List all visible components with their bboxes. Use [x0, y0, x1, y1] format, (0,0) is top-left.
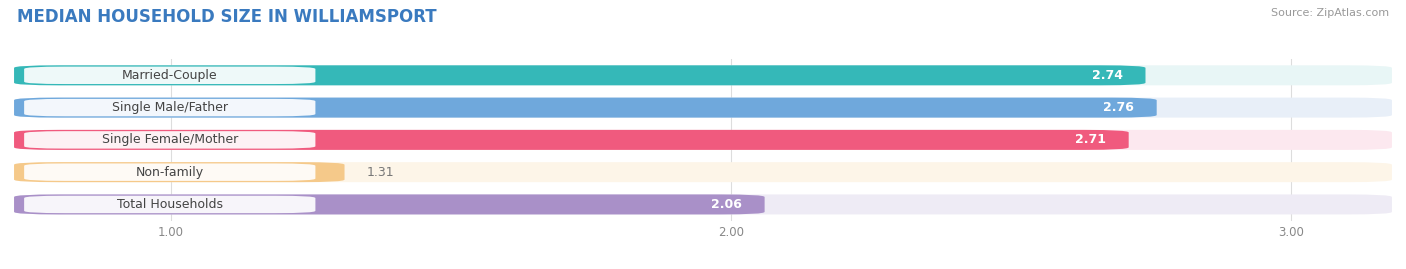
FancyBboxPatch shape — [14, 98, 1392, 118]
FancyBboxPatch shape — [14, 98, 1157, 118]
FancyBboxPatch shape — [24, 131, 315, 148]
FancyBboxPatch shape — [14, 194, 765, 214]
FancyBboxPatch shape — [24, 99, 315, 116]
Text: Total Households: Total Households — [117, 198, 222, 211]
Text: 2.76: 2.76 — [1104, 101, 1135, 114]
FancyBboxPatch shape — [24, 164, 315, 181]
Text: Source: ZipAtlas.com: Source: ZipAtlas.com — [1271, 8, 1389, 18]
Text: 1.31: 1.31 — [367, 166, 395, 179]
Text: Non-family: Non-family — [136, 166, 204, 179]
Text: MEDIAN HOUSEHOLD SIZE IN WILLIAMSPORT: MEDIAN HOUSEHOLD SIZE IN WILLIAMSPORT — [17, 8, 436, 26]
FancyBboxPatch shape — [14, 162, 344, 182]
Text: Single Male/Father: Single Male/Father — [111, 101, 228, 114]
Text: 2.06: 2.06 — [711, 198, 742, 211]
Text: 2.71: 2.71 — [1076, 133, 1107, 146]
FancyBboxPatch shape — [24, 196, 315, 213]
Text: 2.74: 2.74 — [1092, 69, 1123, 82]
FancyBboxPatch shape — [14, 130, 1129, 150]
Text: Married-Couple: Married-Couple — [122, 69, 218, 82]
FancyBboxPatch shape — [14, 65, 1146, 85]
FancyBboxPatch shape — [14, 162, 1392, 182]
FancyBboxPatch shape — [24, 67, 315, 84]
FancyBboxPatch shape — [14, 130, 1392, 150]
FancyBboxPatch shape — [14, 194, 1392, 214]
FancyBboxPatch shape — [14, 65, 1392, 85]
Text: Single Female/Mother: Single Female/Mother — [101, 133, 238, 146]
